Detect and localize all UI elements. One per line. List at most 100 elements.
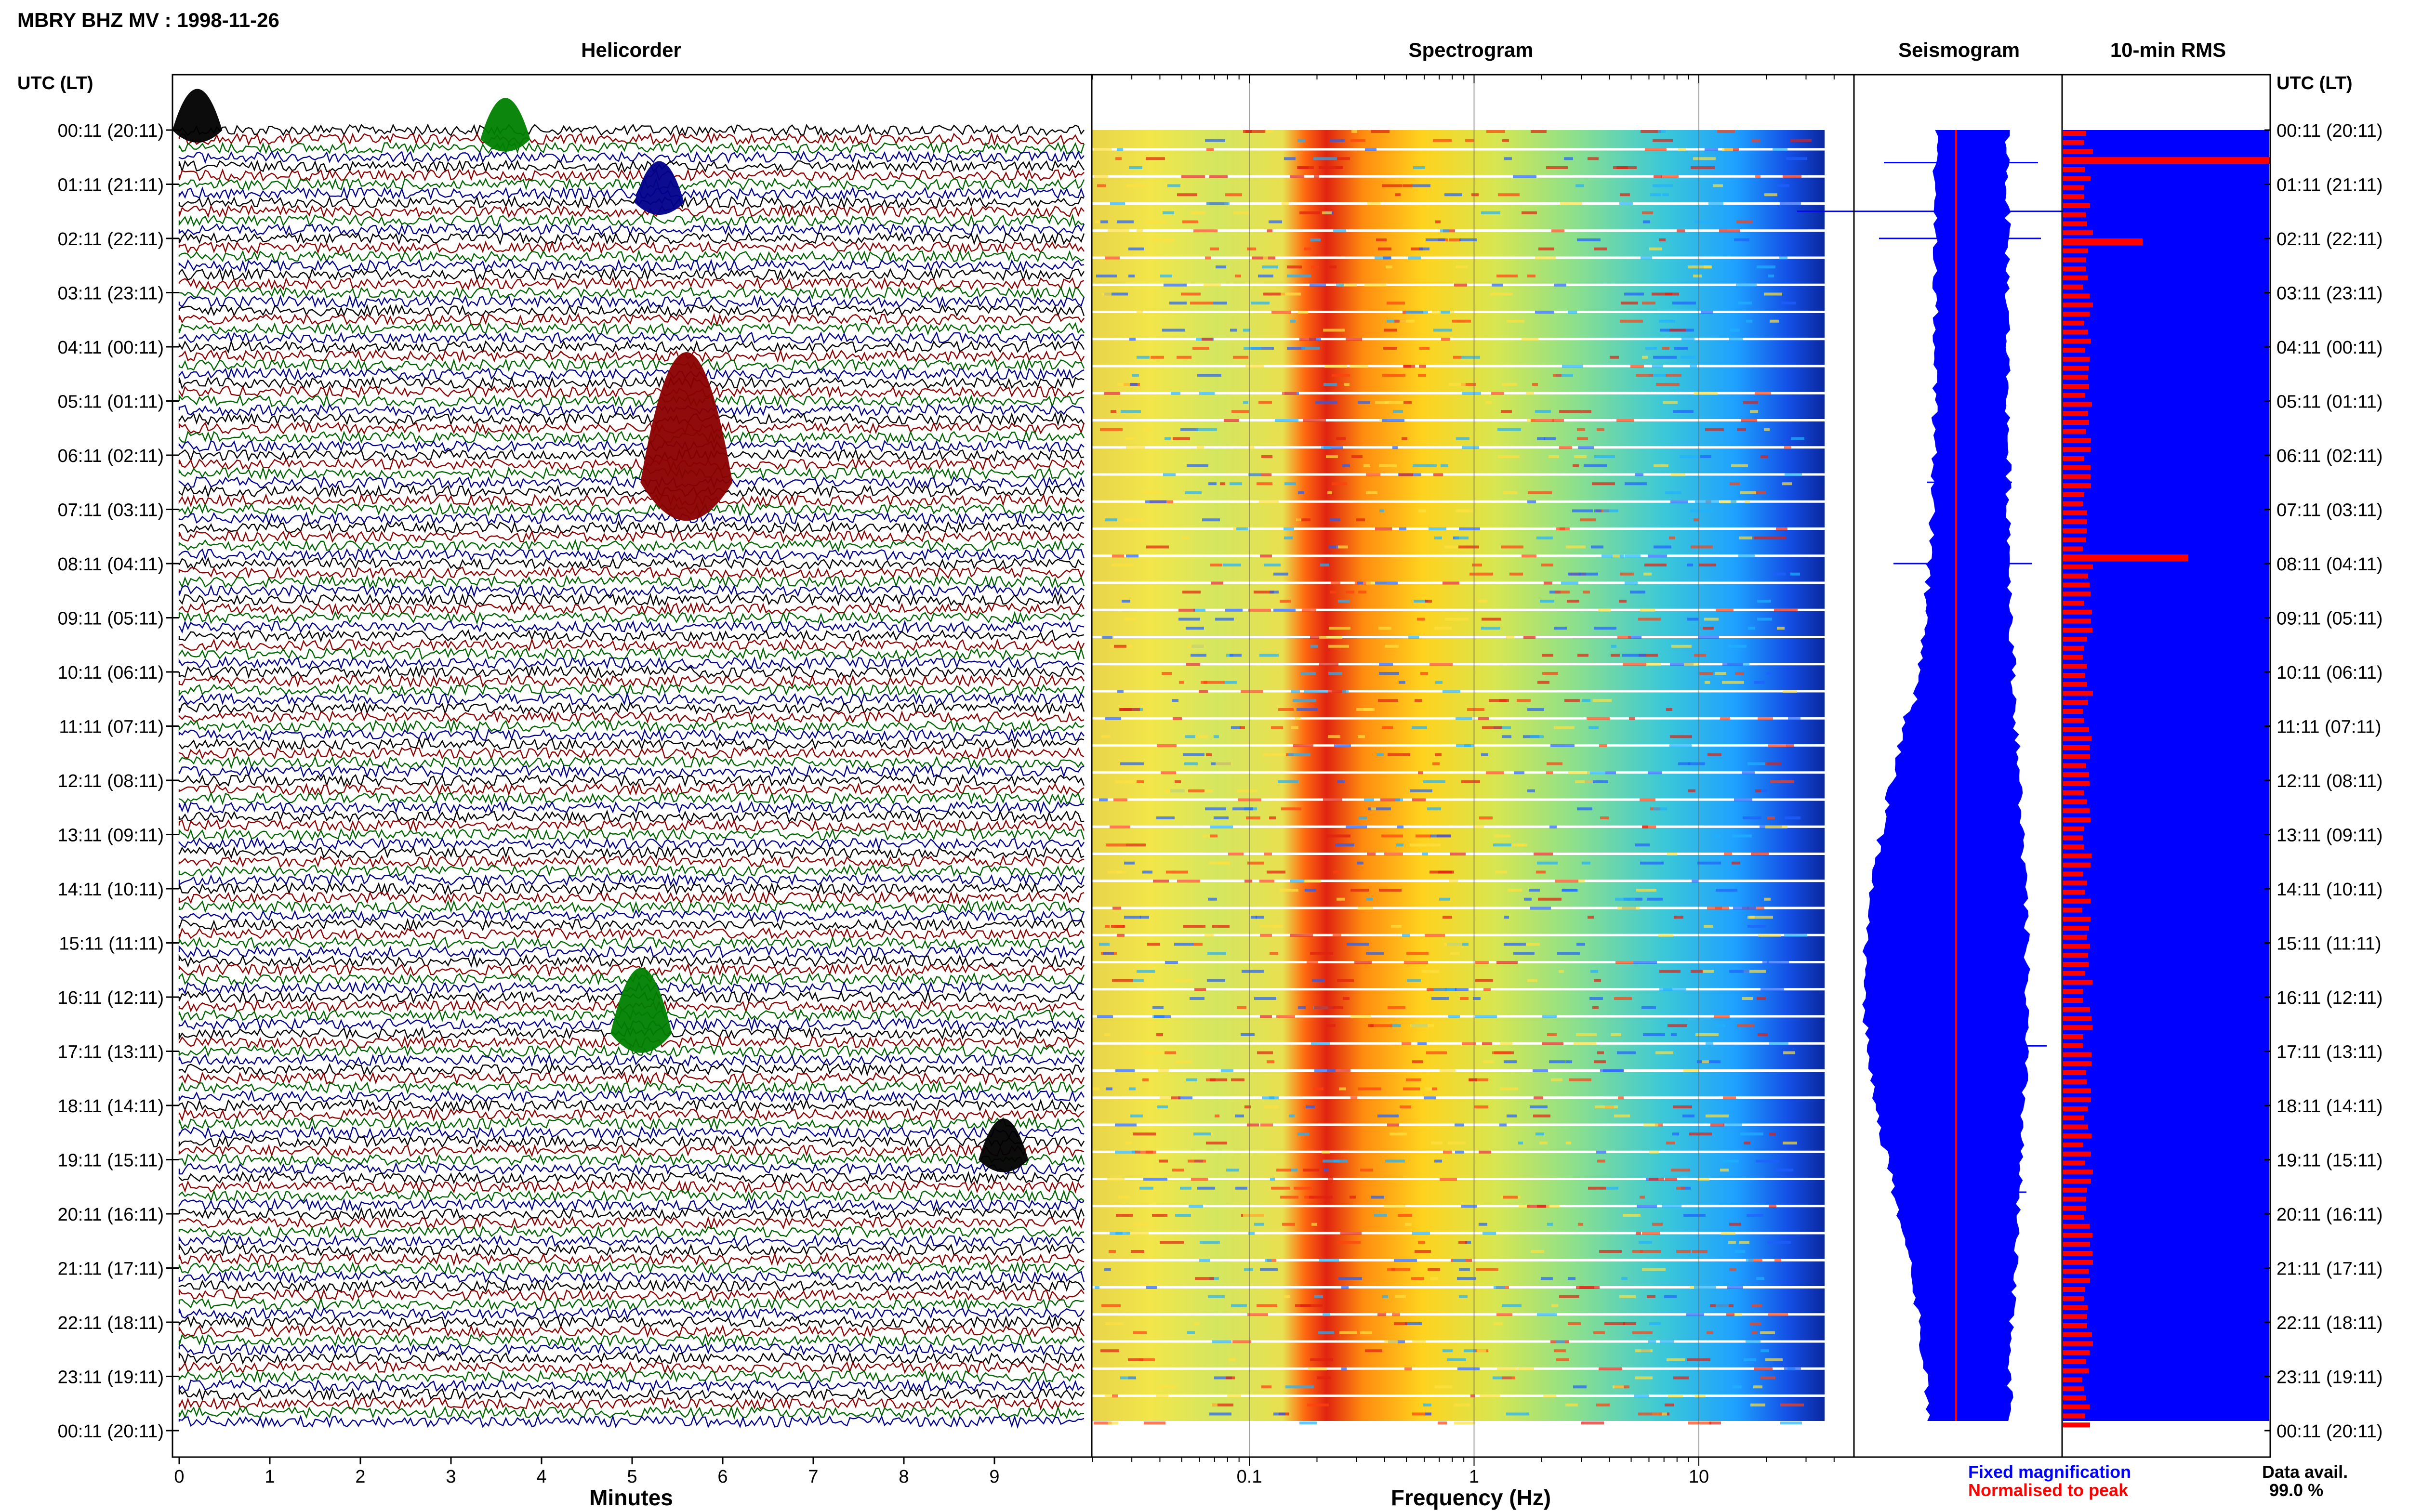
rms-bar [2063,483,2091,488]
spectrogram-cell [1211,1403,1218,1407]
spectrogram-cell [1245,130,1266,133]
spectrogram-cell [1764,193,1777,197]
spectrogram-gap [1092,1205,1825,1208]
spectrogram-cell [1568,572,1581,576]
spectrogram-cell [1167,184,1180,187]
spectrogram-cell [1767,1241,1791,1244]
helicorder-trace [178,566,1085,579]
helicorder-trace [178,855,1085,868]
spectrogram-cell [1282,202,1289,205]
spectrogram-cell [1762,789,1767,792]
helicorder-trace [178,1216,1085,1230]
rms-bar [2063,528,2087,533]
spectrogram-cell [1152,238,1175,241]
spectrogram-cell [1726,1313,1734,1316]
spectrogram-cell [1105,1394,1112,1397]
spectrogram-cell [1527,500,1536,503]
spectrogram-cell [1714,1015,1730,1018]
spectrogram-cell [1275,419,1298,422]
spectrogram-cell [1770,319,1779,323]
spectrogram-cell [1333,870,1340,874]
spectrogram-cell [1455,1123,1464,1127]
spectrogram-cell [1381,834,1403,838]
helicorder-trace [178,286,1085,300]
spectrogram-cell [1258,275,1273,277]
spectrogram-cell [1115,1150,1136,1154]
spectrogram-cell [1559,410,1581,413]
rms-bar [2063,1413,2085,1419]
spectrogram-cell [1676,1186,1685,1190]
helicorder-trace [178,900,1085,914]
spectrogram-cell [1480,1394,1500,1397]
spectrogram-cell [1115,1123,1137,1127]
frequency-tick-label: 1 [1469,1467,1479,1487]
minute-tick-label: 8 [899,1467,909,1487]
spectrogram-cell [1782,482,1792,486]
spectrogram-cell [1544,581,1552,585]
spectrogram-cell [1589,997,1603,1000]
spectrogram-cell [1546,1205,1560,1208]
spectrogram-cell [1304,880,1321,883]
spectrogram-cell [1596,509,1609,513]
spectrogram-cell [1577,654,1588,657]
spectrogram-cell [1551,1304,1558,1307]
spectrogram-cell [1337,1241,1361,1244]
spectrogram-cell [1273,608,1296,612]
spectrogram-cell [1643,572,1652,576]
rms-bar [2063,1323,2087,1328]
spectrogram-cell [1699,672,1713,675]
spectrogram-cell [1453,355,1461,359]
spectrogram-cell [1271,726,1283,729]
spectrogram-cell [1143,428,1152,431]
spectrogram-cell [1244,880,1252,883]
spectrogram-cell [1535,256,1556,260]
spectrogram-cell [1365,148,1377,151]
spectrogram-gap [1092,1042,1825,1045]
rms-bar [2063,1187,2087,1193]
rms-bar [2063,519,2087,525]
spectrogram-cell [1606,1186,1618,1190]
spectrogram-cell [1357,581,1363,585]
spectrogram-cell [1337,780,1345,783]
spectrogram-cell [1171,1096,1180,1100]
spectrogram-gap [1092,1232,1825,1235]
spectrogram-cell [1499,1123,1507,1127]
helicorder-trace [178,376,1085,390]
spectrogram-cell [1319,636,1342,639]
spectrogram-cell [1247,861,1264,865]
spectrogram-cell [1333,229,1346,233]
spectrogram-cell [1687,564,1693,566]
spectrogram-cell [1388,753,1410,756]
spectrogram-cell [1134,1223,1147,1226]
spectrogram-cell [1653,184,1673,187]
spectrogram-cell [1307,1403,1329,1407]
spectrogram-cell [1467,708,1484,711]
spectrogram-cell [1104,392,1120,395]
spectrogram-cell [1636,374,1653,377]
spectrogram-cell [1741,419,1757,422]
spectrogram-cell [1760,1376,1775,1380]
spectrogram-cell [1577,807,1592,811]
seismic-event [640,352,733,521]
rms-bar [2063,565,2093,569]
rms-bar [2063,348,2085,353]
time-label-right: 19:11 (15:11) [2277,1151,2383,1171]
spectrogram-cell [1182,220,1198,224]
spectrogram-cell [1620,319,1643,323]
spectrogram-cell [1620,572,1634,576]
spectrogram-gap [1092,554,1825,557]
spectrogram-cell [1740,491,1756,494]
spectrogram-cell [1553,374,1562,377]
spectrogram-cell [1710,1123,1724,1127]
spectrogram-cell [1420,843,1441,847]
rms-bar [2063,1115,2084,1120]
spectrogram-cell [1406,1078,1421,1081]
spectrogram-cell [1784,933,1807,937]
spectrogram-cell [1445,618,1469,621]
spectrogram-cell [1403,184,1412,187]
spectrogram-cell [1156,816,1175,819]
spectrogram-cell [1121,410,1141,413]
spectrogram-cell [1783,1142,1797,1144]
spectrogram-cell [1688,789,1695,792]
spectrogram-cell [1263,753,1285,756]
